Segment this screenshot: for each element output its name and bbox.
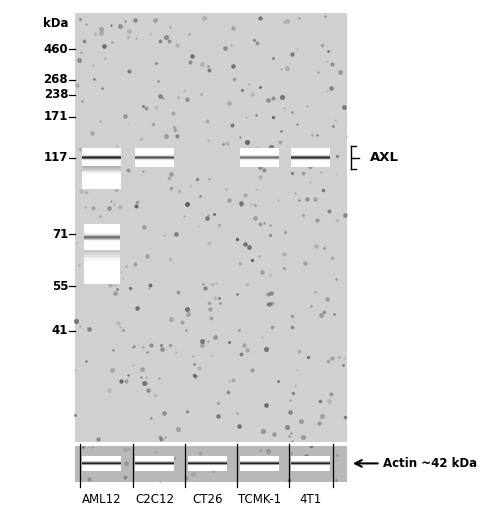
Bar: [84, 242, 120, 243]
Bar: [84, 243, 120, 244]
Text: kDa: kDa: [43, 17, 68, 30]
Bar: [84, 235, 120, 236]
Text: AML12: AML12: [82, 494, 122, 506]
Bar: [84, 268, 120, 270]
Bar: [84, 240, 120, 241]
Bar: [82, 177, 121, 178]
Bar: [82, 180, 121, 181]
Text: 117: 117: [44, 151, 68, 164]
Bar: [82, 182, 121, 183]
Bar: [82, 178, 121, 179]
Bar: [84, 231, 120, 232]
Bar: [84, 239, 120, 240]
Text: 55: 55: [52, 280, 68, 293]
Bar: [84, 257, 120, 259]
Bar: [84, 234, 120, 235]
Text: Actin ~42 kDa: Actin ~42 kDa: [383, 457, 477, 470]
Bar: [82, 188, 121, 190]
Text: 460: 460: [43, 42, 68, 56]
Bar: [75, 442, 347, 446]
Bar: [84, 252, 120, 253]
Bar: [84, 236, 120, 237]
Text: 41: 41: [52, 324, 68, 337]
Bar: [82, 171, 121, 172]
Bar: [84, 244, 120, 245]
Bar: [84, 249, 120, 250]
Bar: [84, 238, 120, 239]
Text: AXL: AXL: [370, 151, 399, 164]
Bar: [84, 253, 120, 255]
Bar: [84, 262, 120, 264]
Bar: [75, 13, 347, 444]
Text: CT26: CT26: [192, 494, 223, 506]
Bar: [84, 250, 120, 251]
Text: 268: 268: [43, 73, 68, 86]
Bar: [84, 264, 120, 265]
Bar: [84, 233, 120, 234]
Bar: [84, 230, 120, 231]
Bar: [84, 229, 120, 230]
Bar: [84, 275, 120, 277]
Bar: [84, 273, 120, 275]
Bar: [84, 226, 120, 227]
Bar: [84, 272, 120, 273]
Bar: [84, 280, 120, 282]
Bar: [84, 237, 120, 238]
Bar: [82, 185, 121, 186]
Bar: [84, 232, 120, 233]
Bar: [82, 167, 121, 169]
Bar: [84, 278, 120, 280]
Text: 171: 171: [44, 110, 68, 123]
Bar: [82, 172, 121, 173]
Bar: [84, 225, 120, 226]
Bar: [84, 246, 120, 247]
Bar: [84, 241, 120, 242]
Bar: [84, 282, 120, 284]
Bar: [82, 187, 121, 188]
Bar: [82, 170, 121, 171]
Bar: [84, 277, 120, 278]
Bar: [84, 248, 120, 249]
Bar: [84, 250, 120, 252]
Bar: [82, 173, 121, 174]
Bar: [84, 245, 120, 246]
Bar: [82, 179, 121, 180]
Bar: [82, 186, 121, 187]
Text: TCMK-1: TCMK-1: [238, 494, 281, 506]
Bar: [84, 224, 120, 225]
Text: 4T1: 4T1: [300, 494, 322, 506]
Bar: [82, 166, 121, 167]
Bar: [82, 183, 121, 185]
Bar: [82, 174, 121, 175]
Bar: [84, 251, 120, 252]
Bar: [84, 270, 120, 272]
Text: C2C12: C2C12: [135, 494, 174, 506]
Text: 238: 238: [44, 88, 68, 102]
Bar: [75, 444, 347, 482]
Bar: [84, 260, 120, 262]
Bar: [84, 259, 120, 260]
Bar: [84, 247, 120, 248]
Bar: [82, 175, 121, 177]
Bar: [84, 267, 120, 268]
Text: 71: 71: [52, 227, 68, 241]
Bar: [84, 255, 120, 257]
Bar: [82, 181, 121, 182]
Bar: [84, 228, 120, 229]
Bar: [84, 227, 120, 228]
Bar: [84, 265, 120, 267]
Bar: [82, 169, 121, 170]
